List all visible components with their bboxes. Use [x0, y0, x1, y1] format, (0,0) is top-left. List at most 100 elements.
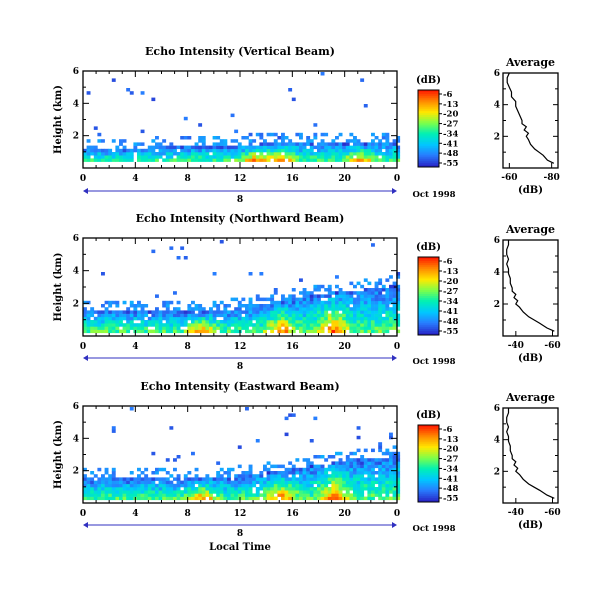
average-y-tick-label: 4: [494, 436, 500, 446]
x-tick-label: 20: [338, 174, 351, 184]
colorbar-tick-label: -6: [443, 90, 453, 100]
x-tick-label: 0: [394, 342, 400, 352]
x-tick-label: 20: [338, 509, 351, 519]
colorbar-tick-label: -6: [443, 257, 453, 267]
average-y-tick-label: 6: [494, 404, 500, 414]
colorbar-tick-label: -13: [443, 100, 458, 110]
y-axis-label: Height (km): [53, 85, 64, 154]
colorbar-tick-label: -41: [443, 307, 458, 317]
x-tick-label: 0: [394, 509, 400, 519]
x-tick-label: 12: [234, 509, 247, 519]
colorbar-tick-label: -20: [443, 277, 458, 287]
x-tick-label: 0: [80, 509, 86, 519]
average-x-tick-label: -40: [508, 341, 524, 351]
average-frame: [502, 407, 559, 504]
panel-0: Echo Intensity (Vertical Beam) 0 4 8 12 16 20 0…: [53, 45, 560, 205]
colorbar-tick-label: -55: [443, 327, 458, 337]
x-tick-label: 8: [185, 342, 191, 352]
x-tick-label: 0: [394, 174, 400, 184]
date-label: Oct 1998: [412, 190, 455, 200]
colorbar: [417, 424, 442, 503]
panel-2: Echo Intensity (Eastward Beam) 0 4 8 12 16 20 0…: [53, 380, 561, 553]
x-tick-label: 8: [185, 174, 191, 184]
x-tick-label: 0: [80, 342, 86, 352]
colorbar-tick-label: -48: [443, 317, 458, 327]
chart-title: Echo Intensity (Northward Beam): [136, 212, 345, 225]
average-y-tick-label: 4: [494, 101, 500, 111]
x-tick-label: 0: [80, 174, 86, 184]
colorbar-tick-label: -6: [443, 425, 453, 435]
day-marker: 8: [237, 529, 243, 539]
colorbar-tick-label: -41: [443, 139, 458, 149]
average-title: Average: [505, 391, 555, 404]
x-tick-label: 16: [286, 509, 299, 519]
colorbar-tick-label: -48: [443, 484, 458, 494]
colorbar-tick-label: -13: [443, 267, 458, 277]
colorbar-tick-label: -55: [443, 494, 458, 504]
colorbar-tick-label: -27: [443, 287, 458, 297]
average-profile-line: [506, 72, 555, 164]
x-tick-label: 16: [286, 174, 299, 184]
average-x-tick-label: -80: [544, 173, 560, 183]
y-tick-label: 4: [73, 434, 79, 444]
colorbar-tick-label: -27: [443, 455, 458, 465]
colorbar-unit: (dB): [416, 75, 441, 86]
average-y-tick-label: 6: [494, 236, 500, 246]
colorbar-unit: (dB): [416, 410, 441, 421]
day-marker: 8: [237, 195, 243, 205]
average-frame: [502, 239, 559, 337]
average-profile-line: [506, 240, 555, 332]
average-x-tick-label: -60: [544, 341, 560, 351]
x-tick-label: 8: [185, 509, 191, 519]
average-title: Average: [505, 223, 555, 236]
chart-title: Echo Intensity (Vertical Beam): [145, 45, 335, 58]
colorbar-tick-label: -27: [443, 120, 458, 130]
panel-1: Echo Intensity (Northward Beam)0 4 8 12 16 20…: [53, 212, 561, 372]
y-tick-label: 4: [73, 99, 79, 109]
average-profile: Average 6 4 2 -60 -80(dB): [494, 56, 560, 196]
day-marker: 8: [237, 362, 243, 372]
date-label: Oct 1998: [412, 357, 455, 367]
colorbar-tick-label: -48: [443, 149, 458, 159]
average-x-tick-label: -60: [501, 173, 517, 183]
average-x-axis-label: (dB): [518, 520, 543, 531]
colorbar-tick-label: -34: [443, 129, 458, 139]
heatmap-cells: [83, 72, 401, 162]
average-x-tick-label: -40: [508, 508, 524, 518]
heatmap-cells: [83, 240, 401, 334]
average-title: Average: [505, 56, 555, 69]
average-profile: Average 6 4 2 -40 -60(dB): [494, 391, 561, 531]
colorbar-tick-label: -55: [443, 159, 458, 169]
colorbar-tick-label: -20: [443, 445, 458, 455]
x-tick-label: 12: [234, 174, 247, 184]
date-label: Oct 1998: [412, 524, 455, 534]
x-tick-label: 4: [132, 342, 138, 352]
y-tick-label: 6: [73, 67, 79, 77]
y-tick-label: 2: [73, 467, 79, 477]
average-x-axis-label: (dB): [518, 353, 543, 364]
y-tick-label: 4: [73, 267, 79, 277]
colorbar-tick-label: -41: [443, 474, 458, 484]
x-tick-label: 4: [132, 174, 138, 184]
average-y-tick-label: 2: [494, 300, 500, 310]
x-tick-label: 12: [234, 342, 247, 352]
x-tick-label: 4: [132, 509, 138, 519]
y-axis-label: Height (km): [53, 253, 64, 322]
average-frame: [502, 72, 559, 169]
average-y-tick-label: 4: [494, 268, 500, 278]
y-tick-label: 2: [73, 132, 79, 142]
colorbar-tick-label: -34: [443, 464, 458, 474]
average-y-tick-label: 6: [494, 69, 500, 79]
colorbar-tick-label: -20: [443, 110, 458, 120]
colorbar-tick-label: -34: [443, 297, 458, 307]
average-profile: Average 6 4 2 -40 -60(dB): [494, 223, 561, 364]
average-y-tick-label: 2: [494, 132, 500, 142]
x-tick-label: 20: [338, 342, 351, 352]
chart-title: Echo Intensity (Eastward Beam): [140, 380, 339, 393]
y-tick-label: 2: [73, 299, 79, 309]
x-tick-label: 16: [286, 342, 299, 352]
colorbar: [417, 89, 442, 168]
colorbar: [417, 256, 442, 336]
heatmap-cells: [83, 407, 401, 501]
